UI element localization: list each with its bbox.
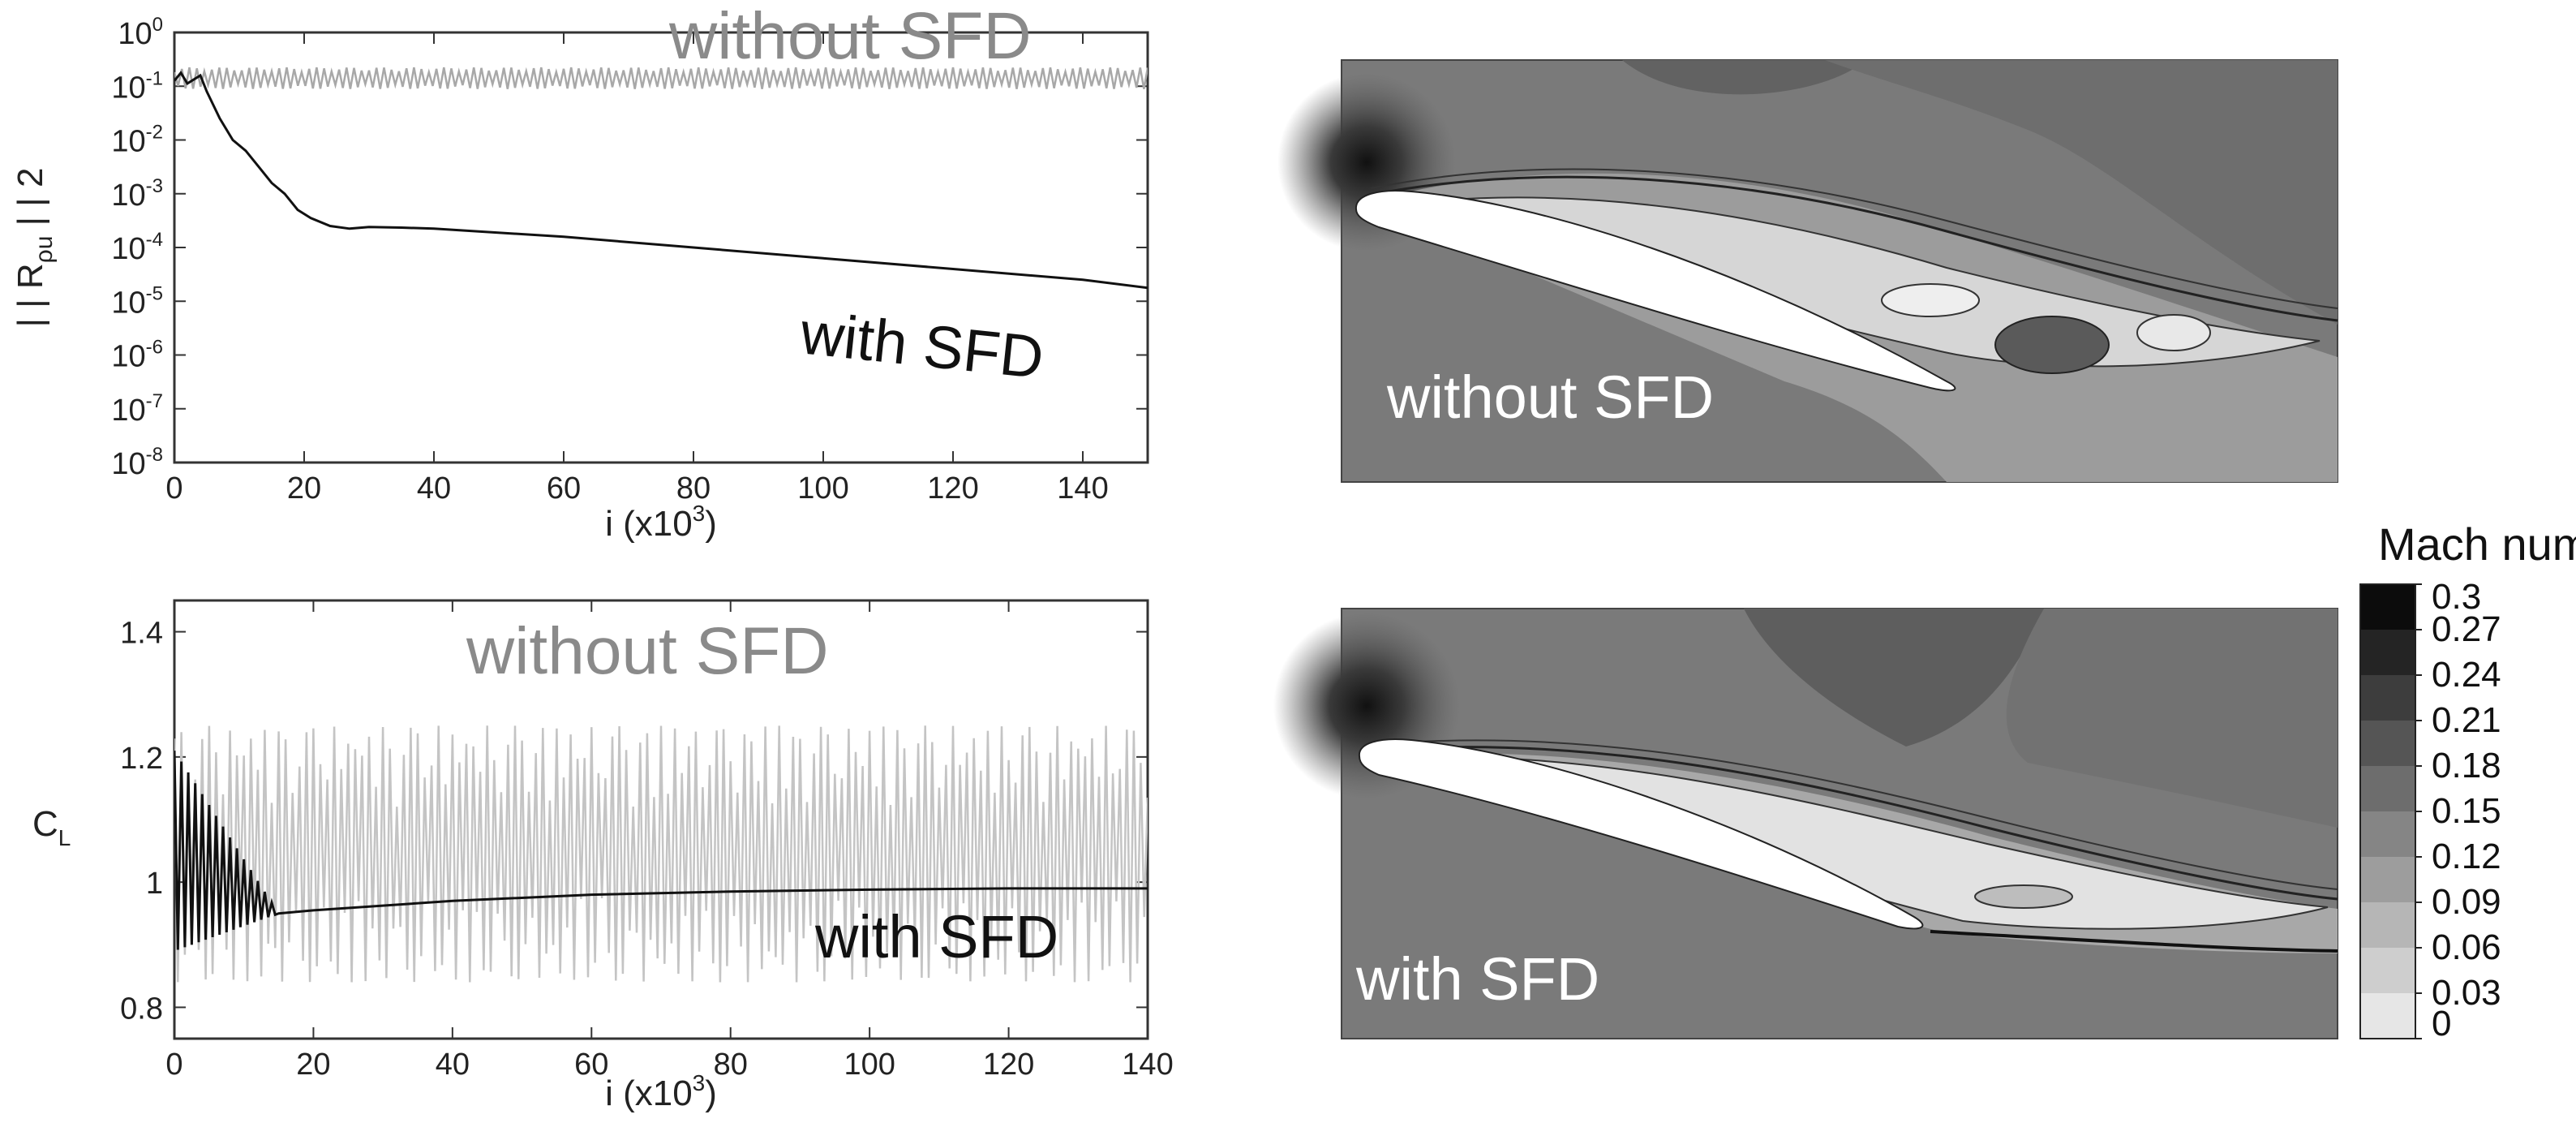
y-tick-label: 10-6 — [111, 337, 163, 374]
colorbar-tick-label: 0.15 — [2432, 791, 2501, 831]
x-tick-label: 80 — [714, 1048, 748, 1082]
colorbar: Mach number 0.30.270.240.210.180.150.120… — [2359, 519, 2576, 1043]
colorbar-band — [2360, 766, 2415, 812]
x-tick-labels: 0 20 40 60 80 100 120 140 — [165, 471, 1108, 506]
contour-region — [1342, 60, 1865, 95]
airfoil — [1355, 190, 1956, 392]
x-tick-label: 60 — [547, 471, 581, 506]
x-tick-label: 120 — [983, 1048, 1034, 1082]
colorbar-band — [2360, 857, 2415, 903]
colorbar-bands — [2360, 584, 2415, 1039]
colorbar-band — [2360, 721, 2415, 767]
x-tick-label: 0 — [165, 1048, 182, 1082]
colorbar-tick-label: 0.21 — [2432, 700, 2501, 740]
x-tick-label: 0 — [165, 471, 182, 506]
y-tick-label: 1 — [146, 867, 163, 901]
colorbar-band — [2360, 993, 2415, 1039]
y-axis-label: | | Rρu | | 2 — [11, 168, 58, 328]
recirculation-core — [1881, 283, 1980, 317]
y-tick-label: 10-7 — [111, 390, 163, 428]
shear-layer — [1370, 175, 2338, 322]
colorbar-band — [2360, 902, 2415, 949]
recirculation-core — [2136, 314, 2211, 351]
y-tick-label: 10-1 — [111, 67, 163, 105]
residual-plot: 100 10-1 10-2 10-3 10-4 10-5 10-6 10-7 10-8 0 20 4… — [11, 0, 1149, 544]
shear-layer — [1370, 168, 2338, 309]
y-tick-label: 10-2 — [111, 122, 163, 159]
series-without-sfd — [174, 67, 1148, 89]
y-tick-label: 10-3 — [111, 175, 163, 213]
colorbar-tick-label: 0.06 — [2432, 927, 2501, 967]
annotation-with-sfd: with SFD — [814, 903, 1058, 970]
grid — [174, 32, 1148, 463]
y-tick-labels: 0.8 1 1.2 1.4 — [120, 617, 163, 1026]
contour-region — [1825, 60, 2338, 325]
x-tick-label: 120 — [927, 471, 978, 506]
shear-layer — [1370, 739, 2338, 890]
contour-region — [1744, 609, 2044, 747]
colorbar-tick-label: 0.24 — [2432, 655, 2501, 695]
y-tick-label: 10-8 — [111, 444, 163, 481]
wake-lines — [1930, 930, 2338, 953]
colorbar-tick-label: 0.3 — [2432, 577, 2481, 617]
recirculation-core — [1994, 316, 2110, 374]
x-axis-label: i (x103) — [605, 501, 717, 544]
colorbar-tick-label: 0.09 — [2432, 882, 2501, 922]
annotation-without-sfd: without SFD — [668, 0, 1032, 73]
plot-frame — [173, 31, 1149, 464]
panel-label: without SFD — [1386, 364, 1714, 431]
x-tick-label: 40 — [436, 1048, 470, 1082]
x-tick-label: 80 — [676, 471, 711, 506]
series-group — [174, 67, 1148, 290]
contour-panel-without-sfd: without SFD — [1277, 59, 2338, 483]
x-axis-label: i (x103) — [605, 1070, 717, 1113]
series-with-sfd — [174, 751, 1148, 950]
colorbar-tick-label: 0.12 — [2432, 837, 2501, 876]
y-tick-label: 1.2 — [120, 742, 163, 776]
series-group — [174, 725, 1148, 983]
colorbar-band — [2360, 811, 2415, 858]
colorbar-band — [2360, 584, 2415, 630]
y-tick-label: 0.8 — [120, 992, 163, 1026]
colorbar-tick-labels: 0.30.27 0.24 0.21 0.18 0.15 0.12 0.09 0.06 0.030 — [2415, 577, 2501, 1043]
series-with-sfd — [174, 71, 1148, 290]
x-tick-label: 140 — [1122, 1048, 1173, 1082]
y-axis-label: CL — [32, 804, 71, 850]
y-tick-label: 100 — [118, 14, 163, 51]
x-tick-label: 140 — [1057, 471, 1108, 506]
colorbar-tick-label: 0 — [2432, 1004, 2451, 1043]
y-tick-label: 10-5 — [111, 282, 163, 320]
colorbar-band — [2360, 675, 2415, 721]
x-tick-label: 20 — [287, 471, 321, 506]
series-without-sfd — [174, 725, 1148, 983]
recirculation-core — [1974, 884, 2073, 909]
colorbar-title: Mach number — [2378, 519, 2576, 570]
shear-layer — [1370, 746, 2338, 901]
panel-label: with SFD — [1355, 945, 1599, 1013]
colorbar-band — [2360, 630, 2415, 676]
y-tick-label: 1.4 — [120, 617, 163, 651]
x-tick-label: 20 — [296, 1048, 330, 1082]
annotation-without-sfd: without SFD — [466, 614, 829, 688]
contour-region — [2006, 609, 2338, 828]
contour-panel-with-sfd: with SFD — [1273, 608, 2338, 1039]
colorbar-band — [2360, 948, 2415, 994]
y-tick-label: 10-4 — [111, 229, 163, 266]
x-tick-label: 40 — [417, 471, 451, 506]
y-tick-labels: 100 10-1 10-2 10-3 10-4 10-5 10-6 10-7 10-8 — [111, 14, 163, 481]
x-tick-label: 60 — [574, 1048, 608, 1082]
colorbar-tick-label: 0.03 — [2432, 973, 2501, 1013]
colorbar-tick-label: 0.18 — [2432, 746, 2501, 785]
colorbar-tick-label: 0.27 — [2432, 609, 2501, 649]
airfoil — [1358, 738, 1924, 930]
x-tick-label: 100 — [797, 471, 848, 506]
x-tick-label: 100 — [844, 1048, 895, 1082]
x-tick-labels: 0 20 40 60 80 100 120 140 — [165, 1048, 1173, 1082]
lift-coefficient-plot: 0.8 1 1.2 1.4 0 20 40 60 80 100 120 140 i (x103) C… — [32, 599, 1174, 1113]
